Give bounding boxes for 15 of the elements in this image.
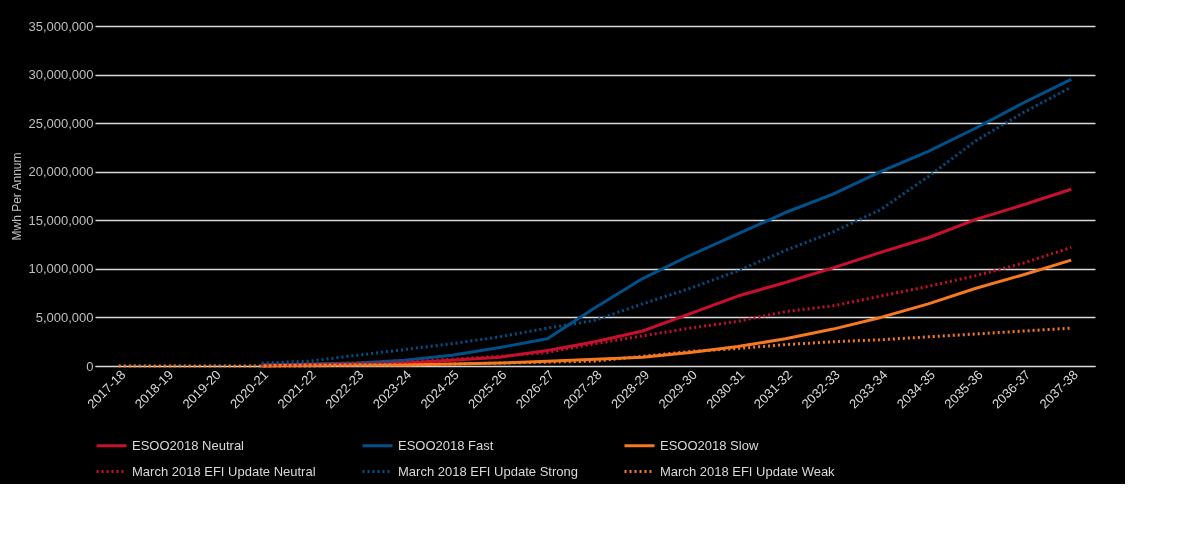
legend-label: ESOO2018 Neutral <box>132 437 245 453</box>
legend-label: March 2018 EFI Update Neutral <box>132 463 316 479</box>
legend-label: March 2018 EFI Update Weak <box>660 463 836 479</box>
y-tick-label: 15,000,000 <box>28 212 94 228</box>
y-tick-label: 35,000,000 <box>28 18 94 34</box>
y-tick-label: 25,000,000 <box>28 115 94 131</box>
y-tick-label: 10,000,000 <box>28 261 94 277</box>
y-tick-label: 5,000,000 <box>35 309 94 325</box>
y-tick-label: 30,000,000 <box>28 67 94 83</box>
y-axis-title: Mwh Per Annum <box>10 152 25 241</box>
y-tick-label: 0 <box>86 358 94 374</box>
legend-label: ESOO2018 Slow <box>660 437 759 453</box>
legend-label: ESOO2018 Fast <box>398 437 494 453</box>
y-tick-label: 20,000,000 <box>28 164 94 180</box>
legend-label: March 2018 EFI Update Strong <box>398 463 578 479</box>
